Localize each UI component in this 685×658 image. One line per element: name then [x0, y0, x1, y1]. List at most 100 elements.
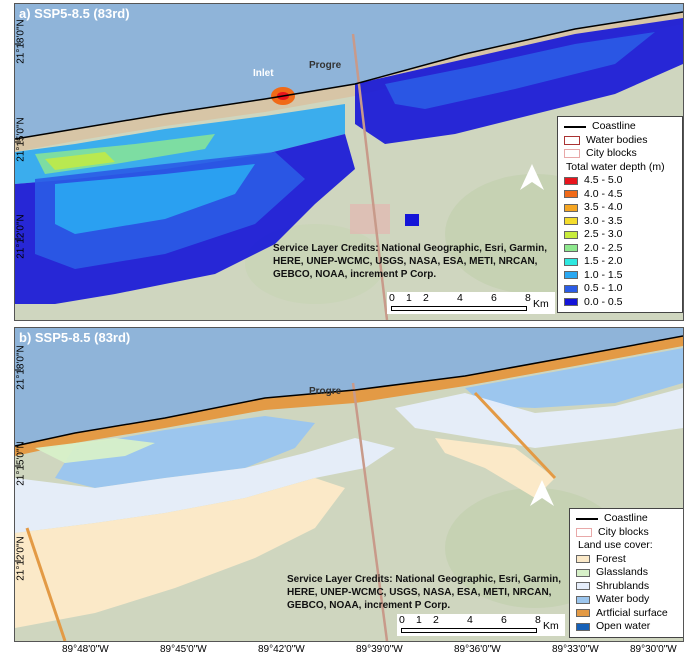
legend-class-row: 1.0 - 1.5	[564, 269, 676, 283]
legend-swatch	[564, 230, 578, 239]
road-line	[25, 527, 67, 641]
scale-tick: 1	[416, 614, 422, 626]
legend-title: Land use cover:	[578, 539, 653, 551]
lon-label: 89°36'0"W	[454, 644, 501, 655]
legend-class-row: 3.5 - 4.0	[564, 201, 676, 215]
legend-class-row: 4.5 - 5.0	[564, 174, 676, 188]
legend-class-label: 1.0 - 1.5	[584, 268, 623, 281]
legend-city-blocks: City blocks	[564, 147, 676, 161]
legend-class-row: Open water	[576, 620, 678, 634]
legend-class-label: 3.5 - 4.0	[584, 201, 623, 213]
road-line	[351, 382, 389, 641]
coastline	[15, 335, 683, 447]
legend-swatch	[564, 190, 578, 199]
credits-line: GEBCO, NOAA, increment P Corp.	[287, 600, 451, 611]
lat-label: 21°18'0"N	[15, 19, 27, 64]
map-panel-a: a) SSP5-8.5 (83rd) Inlet Progre Service …	[14, 3, 684, 321]
city-blocks-swatch	[576, 527, 592, 537]
flood-depth-map	[15, 4, 683, 320]
legend-class-label: 2.0 - 2.5	[584, 241, 623, 254]
lon-label: 89°39'0"W	[356, 644, 403, 655]
beach-strip	[15, 12, 683, 152]
vegetation-patch	[245, 224, 385, 304]
credits-line: Service Layer Credits: National Geograph…	[287, 574, 561, 585]
north-arrow-icon	[520, 164, 544, 190]
legend-class-row: 0.0 - 0.5	[564, 296, 676, 310]
scale-tick: 6	[491, 292, 497, 304]
legend-class-label: Shrublands	[596, 579, 650, 592]
scale-bar: 0 1 2 4 6 8 Km	[397, 614, 565, 636]
lon-label: 89°48'0"W	[62, 644, 109, 655]
scale-tick: 0	[399, 614, 405, 626]
forest-area	[435, 438, 555, 498]
legend-swatch	[564, 203, 578, 212]
legend-swatch	[564, 176, 578, 185]
legend-class-row: 3.0 - 3.5	[564, 215, 676, 229]
flood-east-mid	[385, 32, 655, 109]
artificial-surface	[15, 336, 683, 456]
legend-class-row: Forest	[576, 553, 678, 567]
legend-swatch	[564, 244, 578, 253]
legend-swatch	[576, 555, 590, 564]
scale-unit: Km	[533, 298, 549, 310]
service-credits: Service Layer Credits: National Geograph…	[287, 573, 561, 612]
lon-label: 89°45'0"W	[160, 644, 207, 655]
scale-bar-graphic	[401, 628, 537, 633]
shrubland-area	[395, 388, 683, 448]
grassland-area	[35, 438, 155, 463]
legend-swatch	[576, 582, 590, 591]
legend-class-row: Water body	[576, 593, 678, 607]
city-blocks-swatch	[564, 149, 580, 159]
scale-tick: 8	[525, 292, 531, 304]
legend-class-label: 4.5 - 5.0	[584, 174, 623, 186]
inlet-label: Inlet	[253, 68, 274, 79]
service-credits: Service Layer Credits: National Geograph…	[273, 242, 547, 281]
lon-label: 89°30'0"W	[630, 644, 677, 655]
legend-coastline: Coastline	[576, 512, 678, 526]
legend-class-label: 2.5 - 3.0	[584, 228, 623, 240]
legend-class-row: 2.5 - 3.0	[564, 228, 676, 242]
credits-line: HERE, UNEP-WCMC, USGS, NASA, ESA, METI, …	[287, 587, 552, 598]
map-panel-b: b) SSP5-8.5 (83rd) Progre Service Layer …	[14, 327, 684, 642]
shrubland-area	[15, 438, 395, 533]
legend-class-label: Open water	[596, 620, 651, 632]
legend-label: Coastline	[604, 512, 648, 524]
legend-a: Coastline Water bodies City blocks Total…	[557, 116, 683, 313]
legend-classes: Forest Glasslands Shrublands Water body Artf…	[576, 553, 678, 634]
legend-swatch	[564, 298, 578, 307]
legend-label: City blocks	[586, 147, 637, 159]
legend-classes: 4.5 - 5.0 4.0 - 4.5 3.5 - 4.0 3.0 - 3.5 2.5 …	[564, 174, 676, 309]
water-body-area	[465, 348, 683, 408]
legend-class-label: 0.5 - 1.0	[584, 282, 623, 294]
scale-tick: 4	[457, 292, 463, 304]
legend-coastline: Coastline	[564, 120, 676, 134]
legend-class-row: Glasslands	[576, 566, 678, 580]
forest-area	[15, 478, 345, 628]
scale-tick: 0	[389, 292, 395, 304]
lat-label: 21°12'0"N	[15, 536, 27, 581]
legend-swatch	[576, 568, 590, 577]
legend-class-label: Glasslands	[596, 566, 648, 578]
flood-yellow-band	[45, 152, 115, 170]
legend-label: City blocks	[598, 525, 649, 538]
lon-label: 89°42'0"W	[258, 644, 305, 655]
credits-line: GEBCO, NOAA, increment P Corp.	[273, 269, 437, 280]
lat-label: 21°15'0"N	[15, 441, 27, 486]
sea-area	[15, 328, 683, 446]
legend-class-row: 2.0 - 2.5	[564, 242, 676, 256]
credits-line: HERE, UNEP-WCMC, USGS, NASA, ESA, METI, …	[273, 256, 538, 267]
coastline-swatch	[564, 125, 586, 128]
scale-tick: 2	[433, 614, 439, 626]
scale-tick: 4	[467, 614, 473, 626]
legend-class-label: 1.5 - 2.0	[584, 255, 623, 267]
road-line	[473, 391, 557, 480]
legend-class-label: Artficial surface	[596, 606, 668, 619]
legend-class-row: 0.5 - 1.0	[564, 282, 676, 296]
progreso-label: Progre	[309, 60, 342, 71]
legend-swatch	[564, 271, 578, 280]
coastline	[15, 11, 683, 140]
lon-label: 89°33'0"W	[552, 644, 599, 655]
credits-line: Service Layer Credits: National Geograph…	[273, 243, 547, 254]
legend-class-label: 0.0 - 0.5	[584, 295, 623, 308]
flood-mid-2	[55, 164, 255, 234]
